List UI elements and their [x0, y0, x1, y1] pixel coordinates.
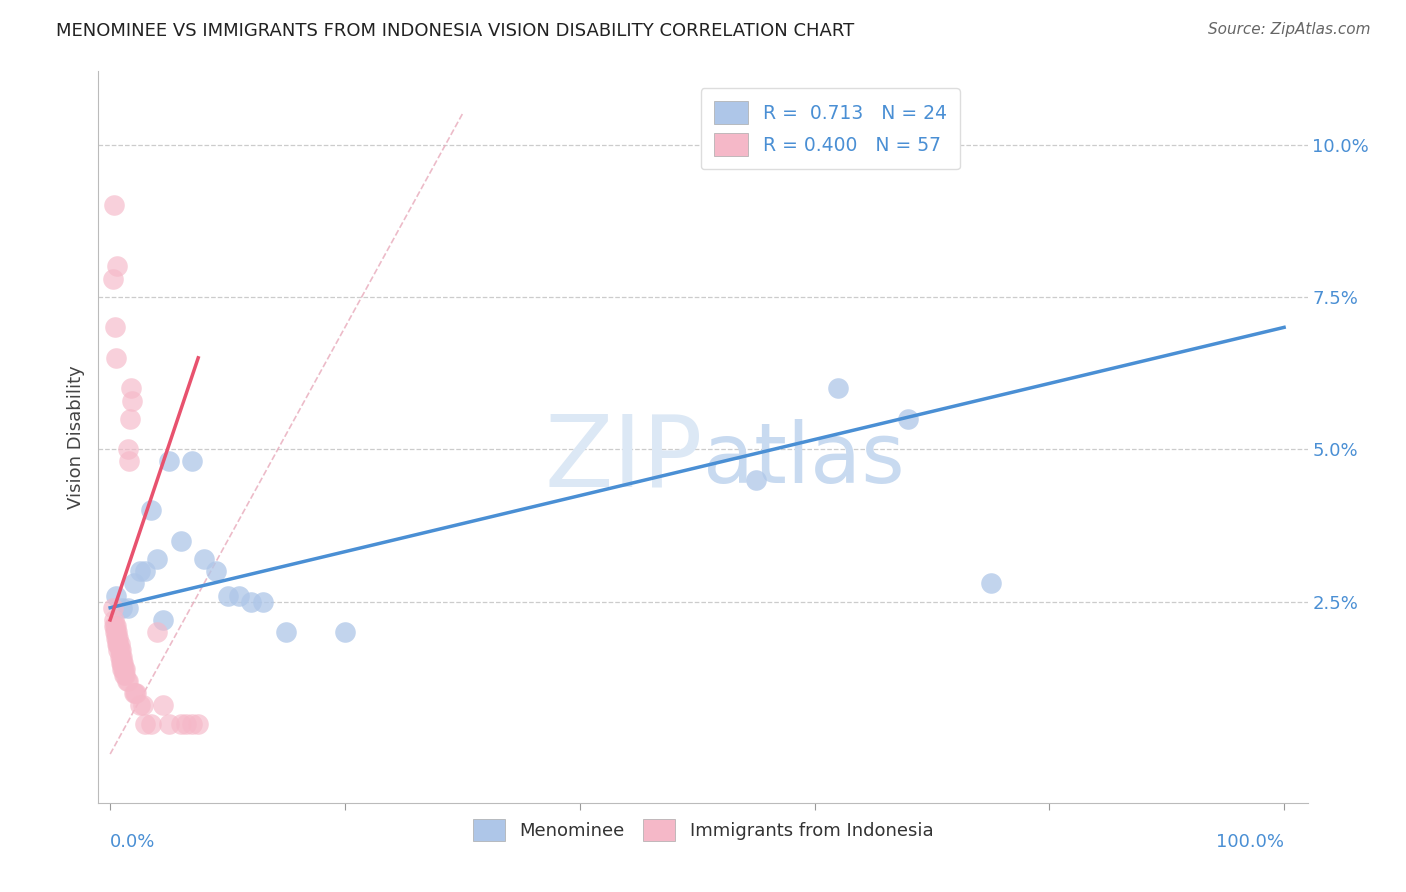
Point: [104, 619, 127, 633]
Point: [146, 552, 169, 566]
Point: [122, 576, 145, 591]
Point: [111, 662, 134, 676]
Point: [101, 271, 124, 285]
Point: [128, 564, 150, 578]
Point: [228, 589, 250, 603]
Point: [118, 454, 141, 468]
Point: [112, 662, 135, 676]
Point: [111, 649, 134, 664]
Point: [112, 656, 135, 670]
Point: [105, 589, 128, 603]
Point: [111, 656, 134, 670]
Point: [108, 643, 131, 657]
Text: atlas: atlas: [703, 418, 904, 500]
Point: [134, 716, 156, 731]
Point: [117, 442, 139, 457]
Point: [124, 686, 146, 700]
Point: [114, 667, 136, 681]
Point: [128, 698, 150, 713]
Point: [103, 613, 125, 627]
Point: [105, 625, 128, 640]
Point: [112, 662, 135, 676]
Point: [120, 412, 142, 426]
Point: [110, 656, 132, 670]
Point: [107, 637, 129, 651]
Point: [122, 686, 145, 700]
Point: [101, 600, 124, 615]
Point: [107, 632, 129, 646]
Point: [152, 613, 174, 627]
Point: [115, 673, 138, 688]
Text: Source: ZipAtlas.com: Source: ZipAtlas.com: [1208, 22, 1371, 37]
Point: [141, 716, 163, 731]
Point: [108, 637, 131, 651]
Point: [146, 625, 169, 640]
Text: ZIP: ZIP: [544, 410, 703, 508]
Point: [105, 260, 128, 274]
Point: [107, 637, 129, 651]
Point: [117, 600, 139, 615]
Point: [105, 619, 128, 633]
Point: [105, 632, 128, 646]
Point: [121, 393, 143, 408]
Point: [111, 656, 134, 670]
Point: [105, 632, 128, 646]
Point: [111, 600, 134, 615]
Legend: Menominee, Immigrants from Indonesia: Menominee, Immigrants from Indonesia: [465, 812, 941, 848]
Point: [112, 667, 135, 681]
Point: [187, 716, 209, 731]
Point: [827, 381, 849, 395]
Point: [110, 643, 132, 657]
Point: [157, 454, 180, 468]
Point: [176, 716, 198, 731]
Point: [745, 473, 768, 487]
Point: [252, 594, 274, 608]
Point: [193, 552, 215, 566]
Point: [104, 625, 127, 640]
Point: [105, 625, 128, 640]
Point: [980, 576, 1002, 591]
Point: [169, 716, 191, 731]
Point: [110, 649, 132, 664]
Text: MENOMINEE VS IMMIGRANTS FROM INDONESIA VISION DISABILITY CORRELATION CHART: MENOMINEE VS IMMIGRANTS FROM INDONESIA V…: [56, 22, 855, 40]
Point: [181, 454, 204, 468]
Text: 100.0%: 100.0%: [1216, 833, 1284, 851]
Point: [141, 503, 163, 517]
Point: [103, 198, 125, 212]
Y-axis label: Vision Disability: Vision Disability: [66, 365, 84, 509]
Point: [157, 716, 180, 731]
Point: [125, 686, 148, 700]
Point: [181, 716, 204, 731]
Point: [103, 619, 125, 633]
Text: 0.0%: 0.0%: [110, 833, 156, 851]
Point: [132, 698, 155, 713]
Point: [276, 625, 298, 640]
Point: [117, 673, 139, 688]
Point: [104, 320, 127, 334]
Point: [897, 412, 920, 426]
Point: [134, 564, 156, 578]
Point: [114, 662, 136, 676]
Point: [152, 698, 174, 713]
Point: [108, 649, 131, 664]
Point: [120, 381, 142, 395]
Point: [105, 351, 128, 365]
Point: [204, 564, 226, 578]
Point: [217, 589, 239, 603]
Point: [107, 643, 129, 657]
Point: [169, 533, 191, 548]
Point: [105, 637, 128, 651]
Point: [333, 625, 356, 640]
Point: [240, 594, 263, 608]
